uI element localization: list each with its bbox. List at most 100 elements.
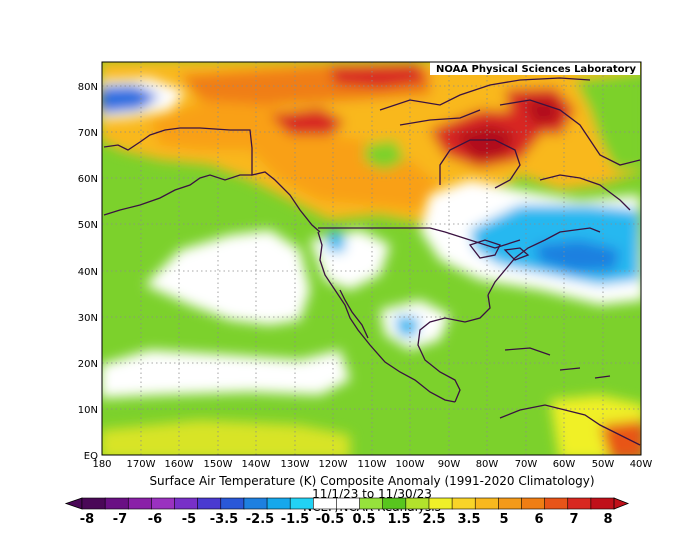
colorbar-label: -5: [182, 512, 196, 527]
colorbar-swatch: [474, 497, 499, 510]
cold-east-core: [535, 240, 620, 272]
colorbar-swatch: [81, 497, 106, 510]
lon-label: 120W: [319, 459, 348, 470]
lat-label-eq: EQ: [84, 451, 98, 462]
colorbar-arrow-right: [613, 497, 630, 510]
alaska-coast: [103, 127, 321, 233]
colorbar-swatch: [336, 497, 361, 510]
colorbar-label: 1.5: [387, 512, 410, 527]
lon-label: 60W: [553, 459, 576, 470]
lon-label: 40W: [630, 459, 653, 470]
pacific-white-1: [145, 230, 310, 325]
baja: [339, 289, 369, 339]
hot-south-america: [600, 420, 641, 455]
hot-hudson-core: [455, 125, 515, 160]
lon-label: 140W: [242, 459, 271, 470]
lon-labels: 180 170W 160W 150W 140W 130W 120W 110W 1…: [92, 459, 652, 470]
green-arctic-ne: [575, 70, 641, 170]
colorbar-swatch: [127, 497, 152, 510]
warm-core-canada: [250, 130, 440, 210]
colorbar-label: 3.5: [457, 512, 480, 527]
cold-west-us: [325, 232, 345, 252]
lon-label: 150W: [204, 459, 233, 470]
labrador: [539, 174, 631, 211]
colorbar-label: 6: [534, 512, 543, 527]
colorbar-swatch: [405, 497, 430, 510]
colorbar-swatch: [544, 497, 569, 510]
colorbar-label: 0.5: [352, 512, 375, 527]
lat-label-70n: 70N: [78, 128, 98, 139]
colorbar-swatch: [451, 497, 476, 510]
warm-north-alaska: [150, 100, 310, 150]
hot-greenland-core: [525, 100, 560, 125]
colorbar-swatch: [289, 497, 314, 510]
lon-label: 180: [92, 459, 111, 470]
green-interior: [365, 140, 405, 170]
cold-texas: [395, 315, 420, 338]
colorbar-label: -3.5: [210, 512, 238, 527]
hot-alaska-east: [270, 108, 345, 135]
colorbar-swatch: [567, 497, 592, 510]
credit-text: NOAA Physical Sciences Laboratory: [436, 64, 637, 75]
colorbar-swatch: [521, 497, 546, 510]
lat-label-50n: 50N: [78, 220, 98, 231]
lat-label-60n: 60N: [78, 174, 98, 185]
caption-title: Surface Air Temperature (K) Composite An…: [149, 474, 594, 488]
colorbar-label: -7: [113, 512, 127, 527]
lon-label: 170W: [127, 459, 156, 470]
colorbar-arrow-left: [64, 497, 83, 510]
lon-label: 100W: [396, 459, 425, 470]
west-coast: [317, 231, 456, 403]
pacific-white-2: [102, 350, 350, 398]
colorbar-label: 2.5: [422, 512, 445, 527]
colorbar-swatch: [498, 497, 523, 510]
colorbar-swatch: [266, 497, 291, 510]
great-lakes: [468, 239, 530, 261]
colorbar-label: 7: [569, 512, 578, 527]
colorbar-swatch: [243, 497, 268, 510]
lon-label: 160W: [165, 459, 194, 470]
colorbar-swatch: [382, 497, 407, 510]
lon-label: 80W: [476, 459, 499, 470]
colorbar-swatch: [428, 497, 453, 510]
colorbar-swatch: [312, 497, 338, 510]
lat-label-10n: 10N: [78, 405, 98, 416]
lon-label: 70W: [515, 459, 538, 470]
colorbar-label: -8: [80, 512, 94, 527]
colorbar-label: -1.5: [281, 512, 309, 527]
colorbar-swatch: [197, 497, 222, 510]
colorbar-label: 8: [603, 512, 612, 527]
lat-label-80n: 80N: [78, 82, 98, 93]
gulf-coast: [417, 294, 491, 403]
colorbar-labels: -8 -7 -6 -5 -3.5 -2.5 -1.5 -0.5 0.5 1.5 …: [80, 512, 613, 527]
colorbar-label: 5: [499, 512, 508, 527]
colorbar-swatch: [151, 497, 176, 510]
east-coast: [487, 227, 601, 296]
lon-label: 110W: [358, 459, 387, 470]
colorbar-swatch: [104, 497, 129, 510]
lat-label-40n: 40N: [78, 267, 98, 278]
lat-label-30n: 30N: [78, 313, 98, 324]
caribbean: [504, 347, 611, 379]
colorbar-label: -6: [148, 512, 162, 527]
arctic-islands: [379, 77, 641, 166]
credit-box: [430, 62, 640, 75]
hot-arctic-north: [330, 64, 425, 88]
colorbar-swatch: [359, 497, 384, 510]
lon-label: 50W: [592, 459, 615, 470]
map-frame: [101, 61, 642, 456]
anomaly-map: NOAA Physical Sciences Laboratory: [102, 62, 641, 455]
colorbar-swatch: [220, 497, 245, 510]
colorbar-label: -0.5: [316, 512, 344, 527]
cold-beaufort-core: [102, 85, 160, 114]
hudson-bay: [439, 139, 521, 189]
warm-tropics: [102, 420, 350, 455]
south-america-coast: [499, 404, 641, 446]
caption-dates: 11/1/23 to 11/30/23: [312, 487, 432, 501]
lon-label: 90W: [438, 459, 461, 470]
lat-label-20n: 20N: [78, 359, 98, 370]
colorbar-swatch: [174, 497, 199, 510]
lon-label: 130W: [281, 459, 310, 470]
colorbar-swatch: [590, 497, 615, 510]
coastlines: [103, 77, 641, 446]
